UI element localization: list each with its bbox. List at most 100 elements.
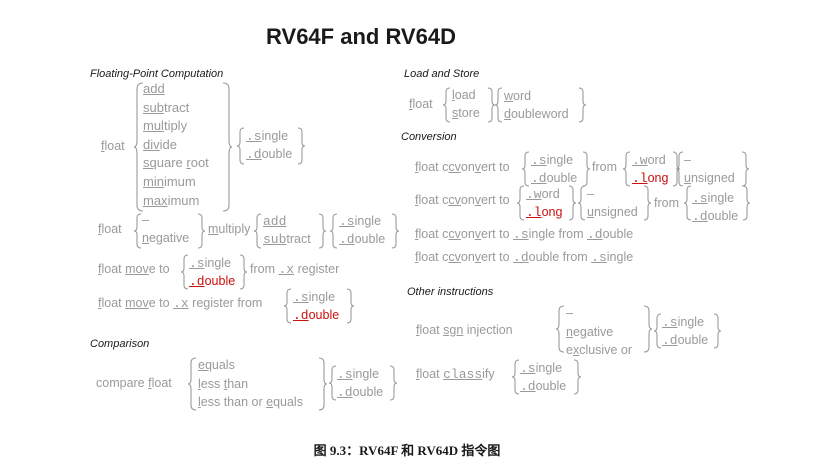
compute-ops-close-brace: [222, 82, 233, 212]
move-from-x-close-brace: [346, 288, 355, 324]
section-comparison: Comparison: [90, 338, 150, 350]
size-single: .single: [339, 214, 382, 229]
move-to-x-open-brace: [180, 254, 189, 290]
conv2-label: float ccvonvert to: [415, 193, 510, 207]
conv1-int-close-brace: [672, 151, 681, 187]
fused-multiply-label: multiply: [208, 222, 251, 236]
sign-negative: negative: [566, 324, 614, 339]
move-to-x-label: float move to: [98, 262, 170, 276]
compare-ops-open-brace: [187, 357, 197, 411]
fused-neg-open-brace: [133, 213, 142, 249]
size-double: .double: [692, 208, 739, 224]
op-maximum: maximum: [143, 192, 200, 208]
conv1-sign-list: – unsigned: [684, 152, 735, 187]
cmp-less-or-equal: less than or equals: [198, 395, 303, 410]
op-subtract: subtract: [143, 99, 190, 115]
compare-float-label: compare float: [96, 376, 172, 390]
section-load-store: Load and Store: [404, 68, 480, 80]
section-fp-computation: Floating-Point Computation: [90, 68, 224, 80]
conv1-size-list: .single .double: [531, 152, 577, 187]
size-single: .single: [189, 256, 232, 271]
move-from-x-size-list: .single .double: [293, 289, 339, 324]
size-double: .double: [337, 384, 384, 400]
compute-size-open-brace: [236, 127, 245, 165]
conv1-sign-open-brace: [675, 151, 684, 187]
sign-injection-label: float sgn injection: [416, 323, 513, 337]
compute-ops-list: add subtract multiply divide square root…: [143, 80, 209, 210]
size-double: .double: [246, 146, 293, 162]
conv2-sign-open-brace: [577, 185, 586, 221]
op-divide: divide: [143, 136, 177, 152]
sign-exclusive-or: exclusive or: [566, 343, 632, 358]
loadstore-size-list: word doubleword: [504, 88, 569, 123]
conv2-sign-close-brace: [643, 185, 652, 221]
sign-empty: –: [566, 306, 573, 320]
fused-op-open-brace: [253, 213, 262, 249]
sign-op-close-brace: [643, 305, 653, 353]
op-store: store: [452, 105, 480, 120]
sign-size-close-brace: [713, 313, 722, 349]
compute-ops-open-brace: [133, 82, 144, 212]
unsigned: unsigned: [684, 170, 735, 185]
size-word: word: [504, 89, 532, 103]
compute-size-close-brace: [297, 127, 306, 165]
classify-size-close-brace: [573, 359, 582, 395]
fused-add: add: [263, 214, 287, 229]
conv1-label: float ccvonvert to: [415, 160, 510, 174]
figure-caption: 图 9.3：RV64F 和 RV64D 指令图: [313, 443, 501, 458]
size-single: .single: [531, 153, 574, 168]
section-conversion: Conversion: [401, 131, 457, 143]
fused-op-close-brace: [318, 213, 327, 249]
classify-label: float classify: [416, 367, 495, 382]
int-long-rv64: .long: [632, 170, 669, 186]
conv2-from: from: [654, 196, 679, 210]
cmp-less-than: less than: [198, 376, 249, 391]
move-to-x-size-list: .single .double: [189, 255, 235, 290]
size-single: .single: [692, 191, 735, 206]
loadstore-float-label: float: [409, 97, 433, 111]
fused-size-open-brace: [329, 213, 338, 249]
sign-op-open-brace: [555, 305, 565, 353]
compare-ops-list: equals less than less than or equals: [198, 356, 303, 412]
conv2-size-open-brace: [683, 185, 692, 221]
size-single: .single: [520, 361, 563, 376]
size-doubleword: doubleword: [504, 106, 569, 121]
conv2-size-list: .single .double: [692, 190, 738, 225]
conv1-int-list: .word .long: [632, 152, 668, 187]
section-other: Other instructions: [407, 286, 494, 298]
fused-op-list: add subtract: [263, 212, 311, 247]
conv1-sign-close-brace: [741, 151, 750, 187]
size-single: .single: [246, 129, 289, 144]
compare-ops-close-brace: [318, 357, 328, 411]
move-from-x-register: from .x register: [250, 262, 340, 277]
conv1-from: from: [592, 160, 617, 174]
fused-float-label: float: [98, 222, 122, 236]
diagram-title: RV64F and RV64D: [266, 24, 456, 49]
op-load: load: [452, 88, 476, 102]
op-minimum: minimum: [143, 173, 196, 189]
conv1-size-open-brace: [521, 151, 530, 187]
int-word: .word: [632, 153, 666, 168]
size-double-rv64d: .double: [293, 307, 340, 323]
signed-empty: –: [587, 187, 594, 201]
move-from-x-open-brace: [283, 288, 292, 324]
size-single: .single: [662, 315, 705, 330]
compute-float-label: float: [101, 139, 125, 153]
fused-neg-empty: –: [142, 213, 149, 227]
classify-size-open-brace: [511, 359, 520, 395]
int-word: .word: [526, 187, 560, 202]
conv2-int-close-brace: [568, 185, 577, 221]
conv4-double-from-single: float ccvonvert to .double from .single: [415, 250, 634, 265]
unsigned: unsigned: [587, 204, 638, 219]
loadstore-op-close-brace: [487, 87, 496, 123]
loadstore-op-open-brace: [442, 87, 451, 123]
fused-size-close-brace: [391, 213, 400, 249]
fused-subtract: subtract: [263, 231, 311, 247]
conv3-single-from-double: float ccvonvert to .single from .double: [415, 227, 634, 242]
loadstore-size-close-brace: [578, 87, 587, 123]
compute-size-list: .single .double: [246, 128, 292, 163]
compare-size-close-brace: [389, 365, 398, 401]
loadstore-op-list: load store: [452, 87, 480, 122]
move-to-x-close-brace: [239, 254, 248, 290]
fused-neg-close-brace: [197, 213, 206, 249]
